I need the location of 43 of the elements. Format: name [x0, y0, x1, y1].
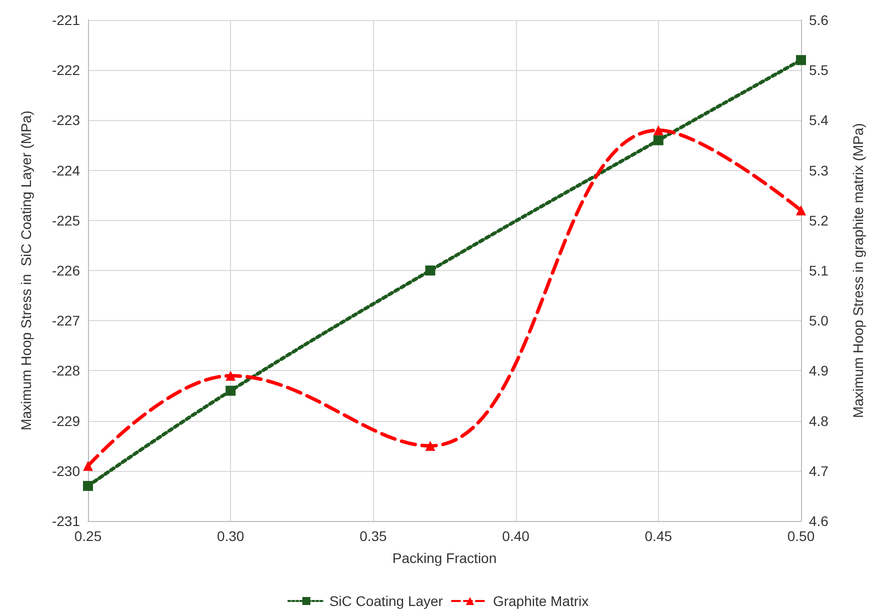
y2-tick-label: 5.1	[809, 262, 829, 278]
y2-tick-label: 5.4	[809, 112, 829, 128]
point	[83, 460, 93, 471]
point	[226, 386, 236, 396]
y-tick-label: -225	[52, 212, 80, 228]
y-tick-label: -221	[52, 12, 80, 28]
y2-axis-title: Maximum Hoop Stress in graphite matrix (MPa)	[850, 123, 866, 418]
x-tick-label: 0.35	[360, 528, 388, 544]
y-tick-label: -229	[52, 412, 80, 429]
y-tick-label: -228	[52, 362, 80, 379]
x-tick-label: 0.45	[644, 528, 672, 544]
legend-label: SiC Coating Layer	[329, 593, 444, 609]
y-tick-label: -226	[52, 262, 80, 278]
point	[425, 266, 436, 276]
y-tick-label: -227	[52, 312, 80, 329]
y-tick-label: -224	[52, 162, 80, 178]
y-tick-label: -231	[52, 513, 80, 529]
y2-tick-label: 4.7	[809, 462, 829, 479]
point	[226, 370, 236, 381]
y2-tick-label: 5.3	[809, 162, 829, 178]
x-tick-label: 0.40	[502, 528, 530, 544]
y2-tick-label: 4.9	[809, 362, 829, 379]
y-tick-label: -230	[52, 462, 80, 479]
x-tick-label: 0.30	[216, 528, 244, 544]
x-axis-title: Packing Fraction	[392, 550, 497, 566]
point	[83, 480, 93, 491]
point	[425, 440, 436, 451]
legend-label: Graphite Matrix	[492, 593, 589, 609]
y2-tick-label: 4.6	[809, 513, 829, 529]
y2-tick-label: 5.6	[809, 12, 829, 28]
y-tick-label: -223	[52, 112, 80, 128]
point	[653, 135, 664, 146]
y2-tick-label: 5.0	[809, 312, 829, 329]
y2-tick-label: 5.2	[809, 212, 829, 228]
point	[653, 125, 664, 136]
y-tick-label: -222	[52, 62, 80, 78]
y2-tick-label: 5.5	[809, 62, 829, 78]
point	[796, 205, 806, 216]
x-tick-label: 0.25	[74, 528, 102, 544]
point	[796, 55, 806, 66]
y-axis-title: Maximum Hoop Stress in SiC Coating Layer (MPa)	[18, 110, 34, 430]
y2-tick-label: 4.8	[809, 412, 829, 429]
x-tick-label: 0.50	[787, 528, 815, 544]
